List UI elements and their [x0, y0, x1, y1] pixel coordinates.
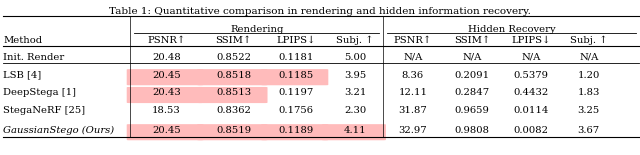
- FancyBboxPatch shape: [197, 69, 268, 85]
- Text: 2.30: 2.30: [344, 106, 366, 115]
- Text: 0.0114: 0.0114: [513, 106, 549, 115]
- Text: 3.95: 3.95: [344, 71, 366, 80]
- Text: 3.21: 3.21: [344, 88, 366, 97]
- Text: Method: Method: [3, 36, 42, 45]
- Text: Subj. ↑: Subj. ↑: [337, 36, 374, 45]
- Text: 12.11: 12.11: [398, 88, 428, 97]
- FancyBboxPatch shape: [127, 69, 204, 85]
- Text: 0.8519: 0.8519: [216, 126, 251, 135]
- Text: LPIPS↓: LPIPS↓: [276, 36, 316, 45]
- Text: PSNR↑: PSNR↑: [147, 36, 186, 45]
- Text: N/A: N/A: [522, 53, 541, 62]
- Text: 0.0082: 0.0082: [514, 126, 548, 135]
- Text: 0.2091: 0.2091: [454, 71, 490, 80]
- Text: Rendering: Rendering: [231, 25, 284, 34]
- Text: 0.1189: 0.1189: [278, 126, 314, 135]
- FancyBboxPatch shape: [322, 124, 386, 140]
- Text: 20.45: 20.45: [152, 126, 180, 135]
- Text: 31.87: 31.87: [399, 106, 427, 115]
- Text: 20.43: 20.43: [152, 88, 180, 97]
- Text: SSIM↑: SSIM↑: [216, 36, 252, 45]
- Text: 0.9808: 0.9808: [454, 126, 490, 135]
- Text: 5.00: 5.00: [344, 53, 366, 62]
- Text: 0.1197: 0.1197: [278, 88, 314, 97]
- Text: 0.8513: 0.8513: [216, 88, 251, 97]
- Text: Table 1: Quantitative comparison in rendering and hidden information recovery.: Table 1: Quantitative comparison in rend…: [109, 7, 531, 16]
- Text: 3.67: 3.67: [578, 126, 600, 135]
- Text: 0.4432: 0.4432: [513, 88, 549, 97]
- Text: 0.8518: 0.8518: [216, 71, 251, 80]
- Text: 0.1185: 0.1185: [278, 71, 314, 80]
- Text: LSB [4]: LSB [4]: [3, 71, 42, 80]
- Text: N/A: N/A: [579, 53, 598, 62]
- Text: DeepStega [1]: DeepStega [1]: [3, 88, 76, 97]
- FancyBboxPatch shape: [261, 69, 328, 85]
- FancyBboxPatch shape: [197, 87, 268, 103]
- Text: 20.48: 20.48: [152, 53, 180, 62]
- Text: Init. Render: Init. Render: [3, 53, 65, 62]
- Text: N/A: N/A: [403, 53, 422, 62]
- Text: 32.97: 32.97: [399, 126, 427, 135]
- Text: 0.8362: 0.8362: [216, 106, 251, 115]
- Text: 0.5379: 0.5379: [514, 71, 548, 80]
- Text: 1.83: 1.83: [578, 88, 600, 97]
- Text: 0.2847: 0.2847: [454, 88, 490, 97]
- Text: 0.1181: 0.1181: [278, 53, 314, 62]
- Text: StegaNeRF [25]: StegaNeRF [25]: [3, 106, 85, 115]
- Text: 3.25: 3.25: [578, 106, 600, 115]
- Text: 18.53: 18.53: [152, 106, 180, 115]
- FancyBboxPatch shape: [127, 124, 204, 140]
- FancyBboxPatch shape: [261, 124, 328, 140]
- Text: Hidden Recovery: Hidden Recovery: [468, 25, 555, 34]
- Text: GaussianStego (Ours): GaussianStego (Ours): [3, 126, 115, 135]
- FancyBboxPatch shape: [197, 124, 268, 140]
- Text: 1.20: 1.20: [578, 71, 600, 80]
- Text: LPIPS↓: LPIPS↓: [511, 36, 551, 45]
- FancyBboxPatch shape: [127, 87, 204, 103]
- Text: 0.9659: 0.9659: [454, 106, 490, 115]
- Text: Subj. ↑: Subj. ↑: [570, 36, 607, 45]
- Text: N/A: N/A: [462, 53, 482, 62]
- Text: 0.1756: 0.1756: [278, 106, 314, 115]
- Text: 20.45: 20.45: [152, 71, 180, 80]
- Text: 0.8522: 0.8522: [216, 53, 251, 62]
- Text: SSIM↑: SSIM↑: [454, 36, 490, 45]
- Text: PSNR↑: PSNR↑: [394, 36, 432, 45]
- Text: 8.36: 8.36: [402, 71, 424, 80]
- Text: 4.11: 4.11: [344, 126, 367, 135]
